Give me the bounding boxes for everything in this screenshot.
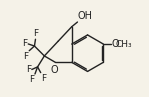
Text: O: O xyxy=(51,65,59,75)
Text: F: F xyxy=(41,74,46,83)
Text: F: F xyxy=(24,52,29,61)
Text: F: F xyxy=(30,75,35,84)
Text: F: F xyxy=(26,65,31,74)
Text: F: F xyxy=(33,29,38,38)
Text: O: O xyxy=(111,39,119,49)
Text: OH: OH xyxy=(78,11,93,21)
Text: F: F xyxy=(22,39,27,48)
Text: CH₃: CH₃ xyxy=(115,40,132,49)
